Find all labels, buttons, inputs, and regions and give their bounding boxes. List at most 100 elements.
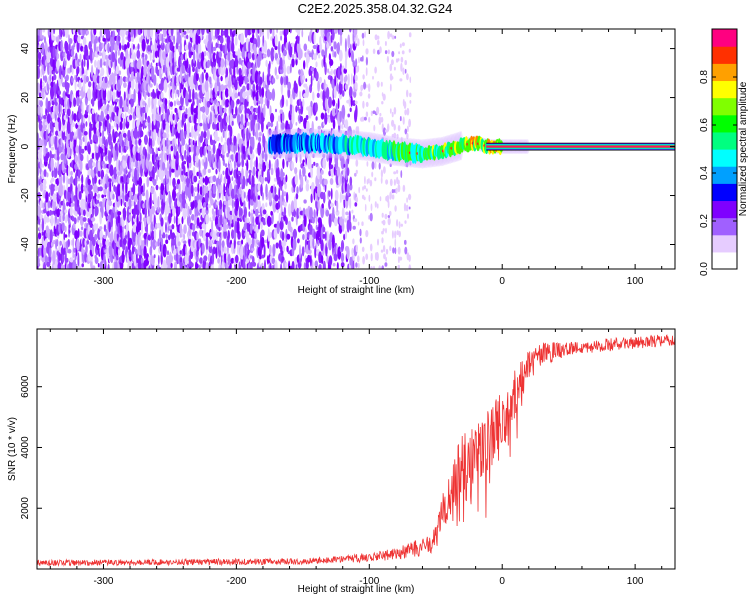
spectrogram-noise-mark xyxy=(361,32,365,39)
spectrogram-noise-mark xyxy=(338,49,343,62)
spectrogram-noise-mark xyxy=(322,233,326,239)
spectrogram-noise-mark xyxy=(393,179,396,186)
spectrogram-noise-mark xyxy=(145,189,149,202)
spectrogram-noise-mark xyxy=(73,42,76,48)
spectrogram-noise-mark xyxy=(289,63,292,74)
spectrogram-noise-mark xyxy=(164,139,167,147)
spectrogram-noise-mark xyxy=(173,100,176,107)
spectrogram-noise-mark xyxy=(312,91,315,101)
spectrogram-noise-mark xyxy=(185,90,188,98)
spectrogram-noise-mark xyxy=(83,116,86,124)
spectrogram-noise-mark xyxy=(183,233,186,241)
spectrogram-noise-mark xyxy=(185,107,188,115)
spectrogram-noise-mark xyxy=(272,29,275,39)
spectrogram-noise-mark xyxy=(287,81,291,91)
spectrogram-noise-mark xyxy=(317,229,320,241)
spectrogram-noise-mark xyxy=(192,192,195,197)
spectrogram-noise-mark xyxy=(190,262,194,268)
spectrogram-noise-mark xyxy=(230,99,235,110)
spectrogram-noise-mark xyxy=(381,237,384,244)
spectrogram-noise-mark xyxy=(192,139,195,146)
spectrogram-noise-mark xyxy=(336,166,341,178)
spectrogram-noise-mark xyxy=(181,29,185,38)
spectrogram-noise-mark xyxy=(170,263,173,268)
spectrogram-noise-mark xyxy=(390,59,394,66)
spectrogram-noise-mark xyxy=(331,234,335,249)
spectrogram-noise-mark xyxy=(144,54,148,61)
spectrogram-noise-mark xyxy=(93,29,97,36)
spectrogram-noise-mark xyxy=(99,226,103,230)
spectrogram-noise-mark xyxy=(226,152,230,158)
y-tick-label: 2000 xyxy=(20,497,31,520)
spectrogram-noise-mark xyxy=(49,150,52,160)
spectrogram-noise-mark xyxy=(219,43,223,52)
spectrogram-noise-mark xyxy=(337,98,340,110)
spectrogram-noise-mark xyxy=(108,178,112,183)
spectrogram-noise-mark xyxy=(39,100,43,107)
spectrogram-noise-mark xyxy=(122,188,125,204)
spectrogram-noise-mark xyxy=(94,256,99,265)
spectrogram-noise-mark xyxy=(91,265,96,269)
spectrogram-noise-mark xyxy=(408,48,411,53)
spectrogram-noise-mark xyxy=(98,52,103,57)
spectrogram-noise-mark xyxy=(248,90,251,96)
spectrogram-noise-mark xyxy=(172,206,176,217)
spectrogram-noise-mark xyxy=(372,110,376,114)
spectrogram-noise-mark xyxy=(269,232,273,239)
spectrogram-noise-mark xyxy=(359,228,362,237)
spectrogram-noise-mark xyxy=(357,263,360,269)
spectrogram-noise-mark xyxy=(182,207,187,220)
spectrogram-noise-mark xyxy=(53,81,56,93)
spectrogram-noise-mark xyxy=(183,30,187,35)
spectrogram-noise-mark xyxy=(179,223,183,235)
spectrogram-noise-mark xyxy=(168,234,171,241)
spectrogram-noise-mark xyxy=(195,72,199,82)
spectrogram-noise-mark xyxy=(406,132,409,140)
spectrogram-noise-mark xyxy=(86,57,89,71)
spectrogram-noise-mark xyxy=(210,198,214,206)
spectrogram-noise-mark xyxy=(77,252,80,267)
spectrogram-noise-mark xyxy=(296,186,299,195)
spectrogram-noise-mark xyxy=(194,196,198,200)
spectrogram-noise-mark xyxy=(300,174,304,189)
spectrogram-noise-mark xyxy=(240,207,243,217)
spectrogram-noise-mark xyxy=(50,135,54,147)
spectrogram-noise-mark xyxy=(248,169,252,174)
spectrogram-noise-mark xyxy=(185,81,187,88)
spectrogram-noise-mark xyxy=(129,114,133,121)
spectrogram-noise-mark xyxy=(73,222,76,229)
spectrogram-noise-mark xyxy=(244,75,248,85)
spectrogram-noise-mark xyxy=(131,245,135,255)
spectrogram-noise-mark xyxy=(305,86,309,98)
spectrogram-noise-mark xyxy=(372,75,374,80)
spectrogram-noise-mark xyxy=(238,205,242,219)
spectrogram-noise-mark xyxy=(55,130,59,136)
spectrogram-noise-mark xyxy=(150,29,154,39)
spectrogram-noise-mark xyxy=(400,223,403,227)
spectrogram-noise-mark xyxy=(141,65,144,77)
spectrogram-noise-mark xyxy=(80,154,84,162)
spectrogram-noise-mark xyxy=(339,129,342,134)
spectrogram-noise-mark xyxy=(105,54,108,60)
spectrogram-noise-mark xyxy=(313,161,316,166)
spectrogram-noise-mark xyxy=(214,92,217,98)
spectrogram-noise-mark xyxy=(180,53,184,61)
spectrogram-noise-mark xyxy=(161,224,164,235)
spectrogram-noise-mark xyxy=(133,29,136,39)
spectrogram-noise-mark xyxy=(192,88,195,103)
spectrogram-noise-mark xyxy=(340,252,345,263)
spectrogram-noise-mark xyxy=(258,136,262,143)
spectrogram-noise-mark xyxy=(259,87,263,97)
spectrogram-noise-mark xyxy=(195,140,198,147)
spectrogram-noise-mark xyxy=(291,57,295,68)
spectrogram-noise-mark xyxy=(87,144,91,155)
spectrogram-noise-mark xyxy=(134,46,139,51)
spectrogram-noise-mark xyxy=(94,205,99,216)
spectrogram-noise-mark xyxy=(396,133,399,139)
spectrogram-noise-mark xyxy=(152,178,157,186)
spectrogram-noise-mark xyxy=(140,98,145,108)
spectrogram-noise-mark xyxy=(67,82,70,89)
spectrogram-noise-mark xyxy=(383,253,386,260)
spectrogram-noise-mark xyxy=(42,178,47,186)
